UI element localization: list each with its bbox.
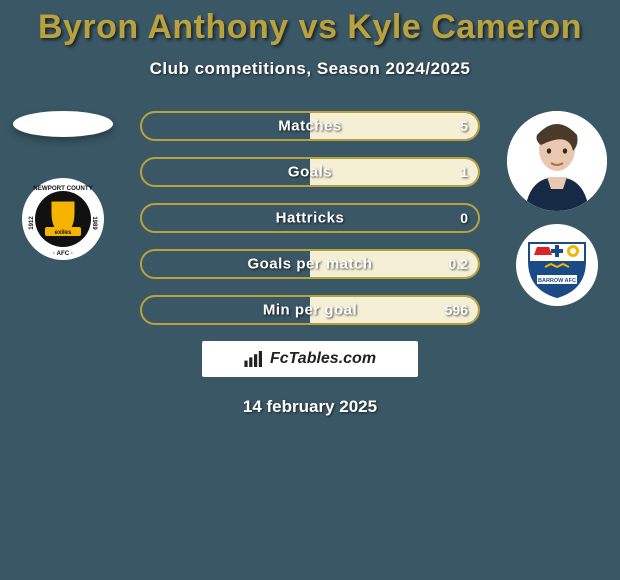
svg-text:exiles: exiles xyxy=(55,230,72,236)
player-right-photo-icon xyxy=(507,111,607,211)
stat-value-right: 0.2 xyxy=(438,256,468,272)
player-left-avatar-placeholder xyxy=(13,111,113,137)
player-right-club-badge: BARROW AFC xyxy=(515,223,599,307)
subtitle: Club competitions, Season 2024/2025 xyxy=(0,59,620,79)
stat-label: Goals per match xyxy=(142,256,478,273)
player-left-club-badge: exiles NEWPORT COUNTY · AFC · 1912 1989 xyxy=(21,177,105,261)
stat-value-right: 1 xyxy=(438,164,468,180)
stat-row-min-per-goal: Min per goal 596 xyxy=(140,295,480,325)
svg-text:· AFC ·: · AFC · xyxy=(53,250,73,257)
comparison-content: exiles NEWPORT COUNTY · AFC · 1912 1989 xyxy=(0,111,620,325)
stats-bars: Matches 5 Goals 1 Hattricks 0 Goals per … xyxy=(140,111,480,325)
page-title: Byron Anthony vs Kyle Cameron xyxy=(0,0,620,47)
stat-row-goals-per-match: Goals per match 0.2 xyxy=(140,249,480,279)
stat-label: Hattricks xyxy=(142,210,478,227)
fctables-logo-icon xyxy=(244,351,264,367)
svg-text:1989: 1989 xyxy=(91,216,97,230)
stat-label: Goals xyxy=(142,164,478,181)
player-right-avatar xyxy=(507,111,607,211)
stat-value-right: 5 xyxy=(438,118,468,134)
svg-text:1912: 1912 xyxy=(29,216,35,230)
attribution-text: FcTables.com xyxy=(270,350,376,368)
date-text: 14 february 2025 xyxy=(0,397,620,417)
stat-label: Min per goal xyxy=(142,302,478,319)
svg-text:BARROW AFC: BARROW AFC xyxy=(538,278,576,284)
stat-label: Matches xyxy=(142,118,478,135)
stat-value-right: 0 xyxy=(438,210,468,226)
stat-value-right: 596 xyxy=(438,302,468,318)
player-left-column: exiles NEWPORT COUNTY · AFC · 1912 1989 xyxy=(8,111,118,261)
stat-row-goals: Goals 1 xyxy=(140,157,480,187)
barrow-afc-badge-icon: BARROW AFC xyxy=(515,223,599,307)
player-right-column: BARROW AFC xyxy=(502,111,612,307)
stat-row-hattricks: Hattricks 0 xyxy=(140,203,480,233)
attribution-badge: FcTables.com xyxy=(202,341,418,377)
stat-row-matches: Matches 5 xyxy=(140,111,480,141)
svg-text:NEWPORT COUNTY: NEWPORT COUNTY xyxy=(33,185,93,192)
newport-county-badge-icon: exiles NEWPORT COUNTY · AFC · 1912 1989 xyxy=(21,177,105,261)
